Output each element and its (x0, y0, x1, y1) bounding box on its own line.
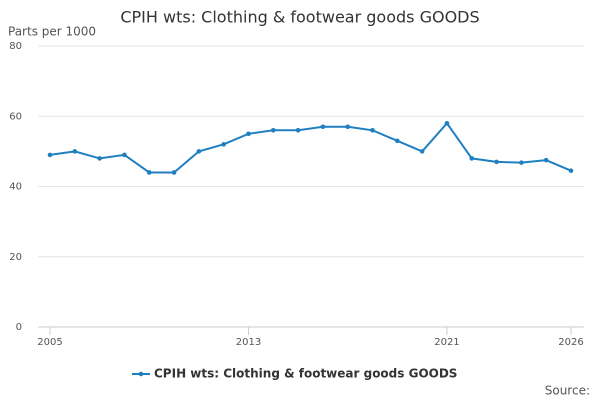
data-point (370, 128, 375, 133)
y-tick-label: 40 (9, 182, 22, 193)
y-tick-label: 0 (16, 322, 22, 333)
data-point (395, 138, 400, 144)
y-tick-label: 20 (9, 252, 22, 263)
data-point (444, 120, 450, 126)
x-tick-label: 2021 (434, 337, 459, 348)
data-point (568, 168, 574, 173)
series-line (49, 121, 572, 174)
data-point (320, 124, 326, 130)
data-point (72, 149, 78, 154)
data-point (97, 156, 102, 161)
source: Source: (545, 384, 590, 398)
legend-label: CPIH wts: Clothing & footwear goods GOOD… (154, 367, 457, 381)
data-point (494, 159, 499, 165)
chart-title: CPIH wts: Clothing & footwear goods GOOD… (120, 8, 479, 27)
x-tick-label: 2013 (236, 337, 261, 348)
data-point (221, 142, 226, 147)
legend-swatch-dot (138, 371, 144, 377)
y-axis-label: Parts per 1000 (8, 25, 96, 39)
data-point (543, 157, 549, 163)
data-point (295, 128, 301, 133)
data-point (419, 149, 425, 154)
y-tick-label: 80 (9, 41, 22, 52)
x-tick-label: 2005 (37, 337, 62, 348)
y-tick-label: 60 (9, 111, 22, 122)
data-point (146, 170, 152, 175)
data-point (345, 124, 351, 130)
data-point (47, 152, 53, 158)
data-point (270, 128, 276, 133)
x-tick-label: 2026 (558, 337, 583, 348)
data-point (519, 160, 524, 165)
data-point (171, 170, 177, 175)
data-point (469, 156, 475, 161)
data-point (122, 152, 127, 158)
data-point (196, 149, 202, 154)
data-point (246, 131, 251, 137)
